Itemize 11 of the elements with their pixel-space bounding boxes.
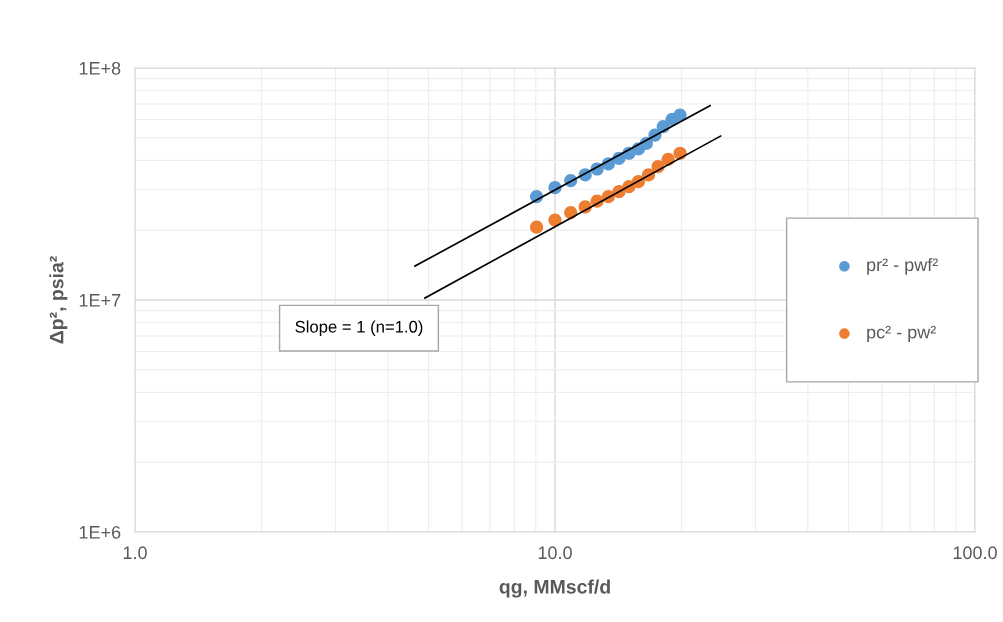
y-tick-label: 1E+8 [79, 61, 121, 75]
annotation: Slope = 1 (n=1.0) [295, 320, 423, 336]
y-tick-label: 1E+7 [79, 294, 121, 307]
x-tick-label: 10.0 [538, 546, 572, 560]
legend-label: pr² - pwf² [867, 257, 938, 275]
y-tick-label: 1E+6 [79, 525, 121, 539]
x-tick-label: 100.0 [953, 546, 997, 560]
x-tick-label: 1.0 [123, 546, 147, 560]
y-axis-title: Δp², psia² [49, 256, 68, 344]
legend-label: pc² - pw² [867, 325, 936, 343]
x-axis-title: qg, MMscf/d [499, 579, 610, 598]
